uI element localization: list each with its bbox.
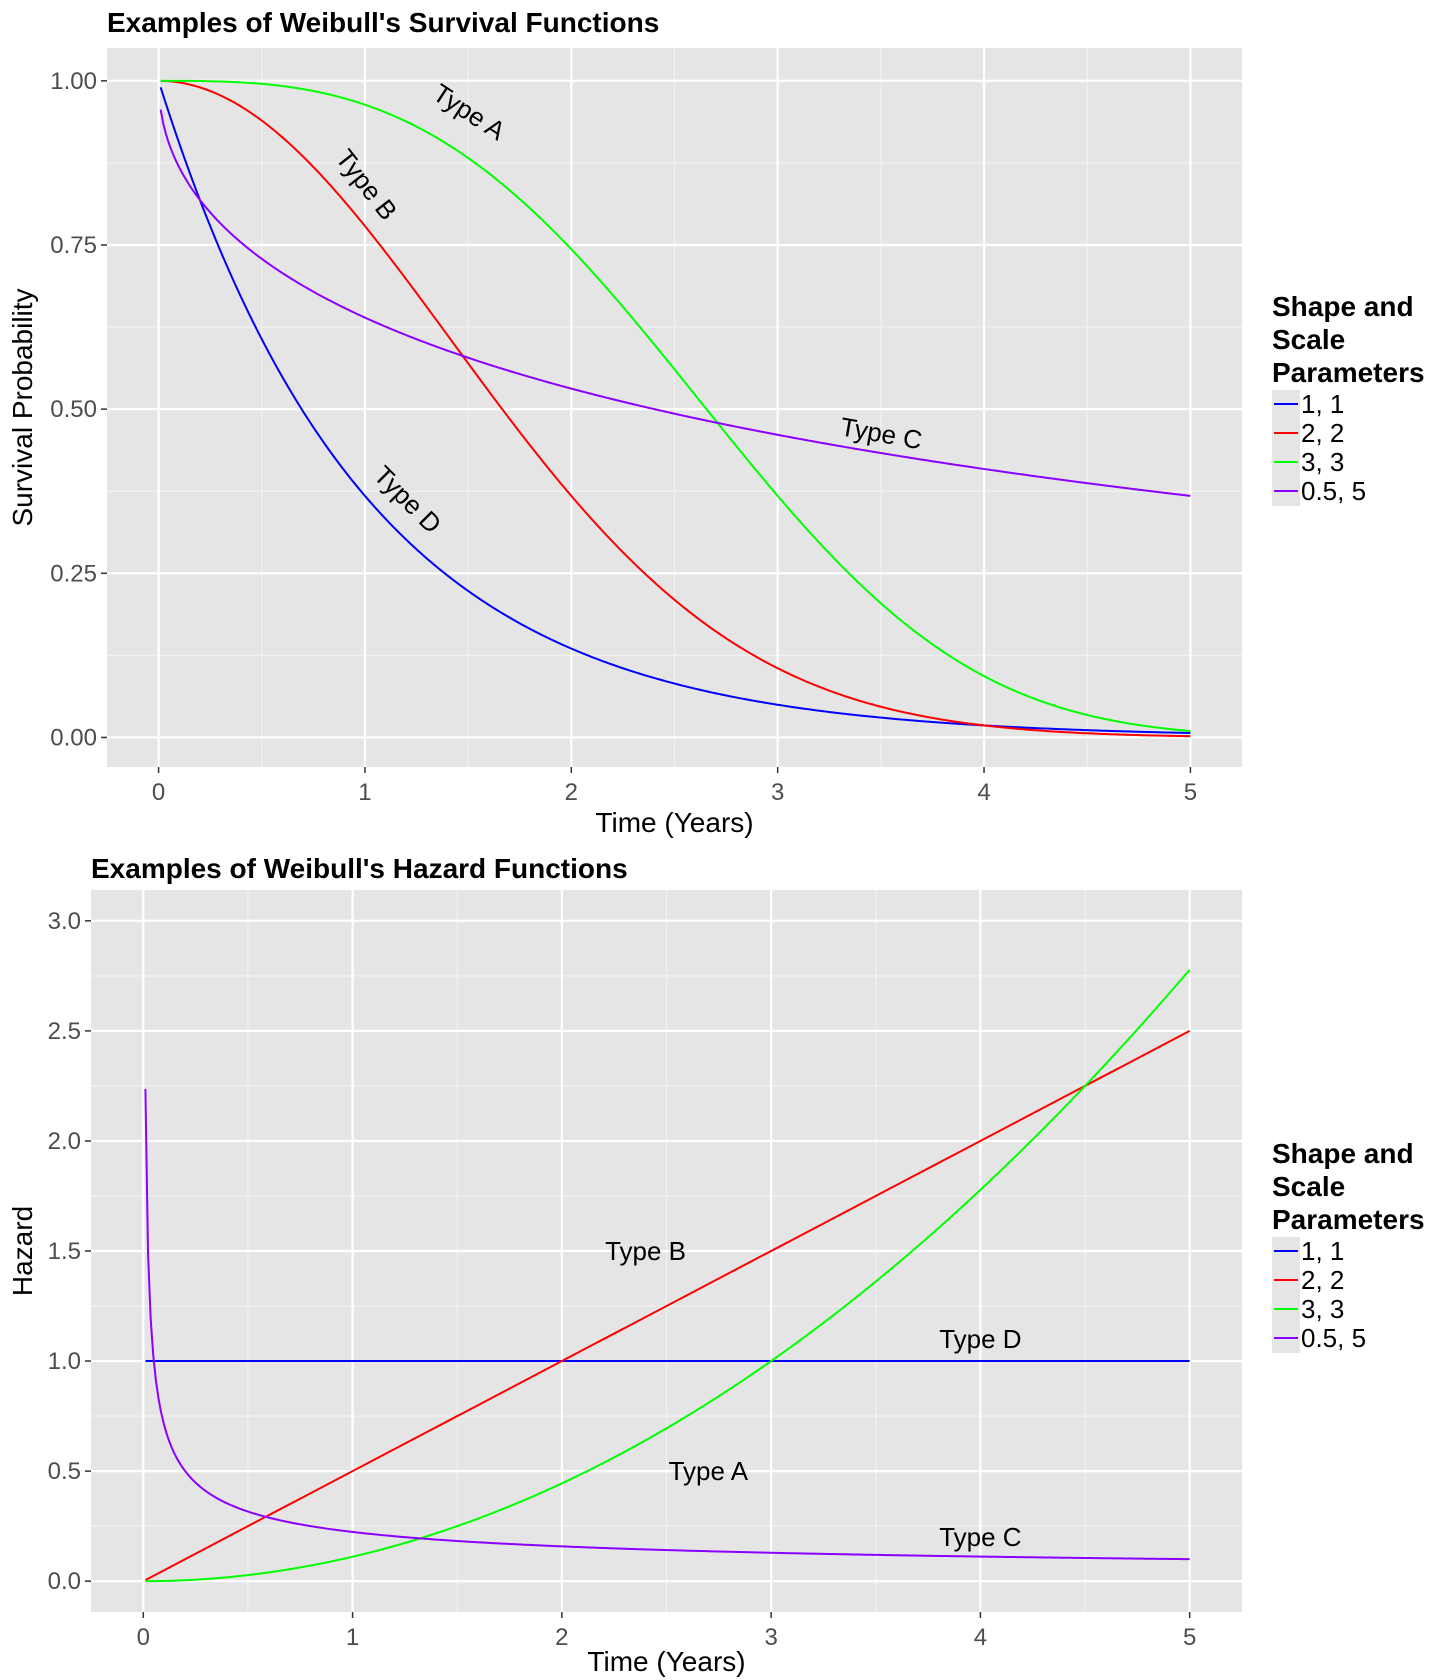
hazard-series-line-2-2 (144, 1029, 1191, 1581)
survival-legend-title: Parameters (1272, 357, 1425, 388)
survival-x-tick-label: 1 (358, 779, 371, 806)
hazard-x-axis-label: Time (Years) (587, 1646, 745, 1677)
hazard-x-tick-label: 4 (974, 1624, 987, 1651)
survival-y-tick-label: 0.50 (50, 396, 97, 423)
hazard-x-tick-label: 5 (1183, 1624, 1196, 1651)
survival-x-axis-label: Time (Years) (595, 807, 753, 838)
survival-x-tick-label: 4 (977, 779, 990, 806)
hazard-series-line-3-3 (145, 969, 1191, 1583)
hazard-x-tick-label: 2 (555, 1624, 568, 1651)
survival-chart-title: Examples of Weibull's Survival Functions (107, 7, 659, 38)
hazard-annotation-type-d: Type D (939, 1324, 1021, 1354)
hazard-annotation-type-c: Type C (939, 1522, 1021, 1552)
survival-legend-label: 3, 3 (1301, 447, 1344, 477)
survival-y-tick-label: 0.25 (50, 560, 97, 587)
hazard-legend-label: 2, 2 (1301, 1265, 1344, 1295)
survival-legend-title: Shape and (1272, 291, 1414, 322)
hazard-y-tick-label: 2.5 (48, 1018, 81, 1045)
survival-grid (107, 48, 1242, 767)
hazard-annotation-type-b: Type B (605, 1236, 686, 1266)
survival-legend-label: 0.5, 5 (1301, 476, 1366, 506)
survival-series-line-2-2 (160, 79, 1191, 738)
survival-y-tick-label: 0.00 (50, 724, 97, 751)
survival-x-tick-label: 3 (771, 779, 784, 806)
survival-series-line-0-5-5 (159, 109, 1191, 497)
hazard-series-line-0-5-5 (144, 1088, 1190, 1561)
hazard-y-tick-label: 0.0 (48, 1568, 81, 1595)
hazard-x-tick-label: 3 (764, 1624, 777, 1651)
survival-legend-title: Scale (1272, 324, 1345, 355)
survival-legend-label: 1, 1 (1301, 389, 1344, 419)
hazard-y-tick-label: 2.0 (48, 1128, 81, 1155)
hazard-annotation-type-a: Type A (669, 1456, 749, 1486)
hazard-y-axis-label: Hazard (7, 1206, 38, 1296)
hazard-x-tick-label: 0 (137, 1624, 150, 1651)
hazard-legend-label: 1, 1 (1301, 1236, 1344, 1266)
hazard-series-lines (144, 969, 1191, 1583)
survival-y-tick-label: 0.75 (50, 232, 97, 259)
survival-series-lines (159, 79, 1191, 738)
survival-series-line-1-1 (159, 87, 1191, 735)
hazard-chart-title: Examples of Weibull's Hazard Functions (91, 853, 628, 884)
survival-x-tick-label: 5 (1184, 779, 1197, 806)
survival-legend-label: 2, 2 (1301, 418, 1344, 448)
survival-x-tick-label: 0 (152, 779, 165, 806)
hazard-legend-label: 3, 3 (1301, 1294, 1344, 1324)
hazard-legend-title: Parameters (1272, 1204, 1425, 1235)
hazard-x-tick-label: 1 (346, 1624, 359, 1651)
hazard-y-tick-label: 1.5 (48, 1238, 81, 1265)
survival-y-axis-label: Survival Probability (7, 288, 38, 526)
hazard-legend-title: Shape and (1272, 1138, 1414, 1169)
hazard-chart: Examples of Weibull's Hazard Functions 0 1… (7, 853, 1425, 1677)
hazard-legend-title: Scale (1272, 1171, 1345, 1202)
hazard-legend-label: 0.5, 5 (1301, 1323, 1366, 1353)
hazard-y-tick-label: 3.0 (48, 908, 81, 935)
survival-series-line-3-3 (160, 79, 1191, 733)
survival-y-tick-label: 1.00 (50, 68, 97, 95)
survival-chart: Examples of Weibull's Survival Functions… (7, 7, 1425, 838)
hazard-y-tick-label: 1.0 (48, 1348, 81, 1375)
survival-x-tick-label: 2 (565, 779, 578, 806)
hazard-y-tick-label: 0.5 (48, 1458, 81, 1485)
